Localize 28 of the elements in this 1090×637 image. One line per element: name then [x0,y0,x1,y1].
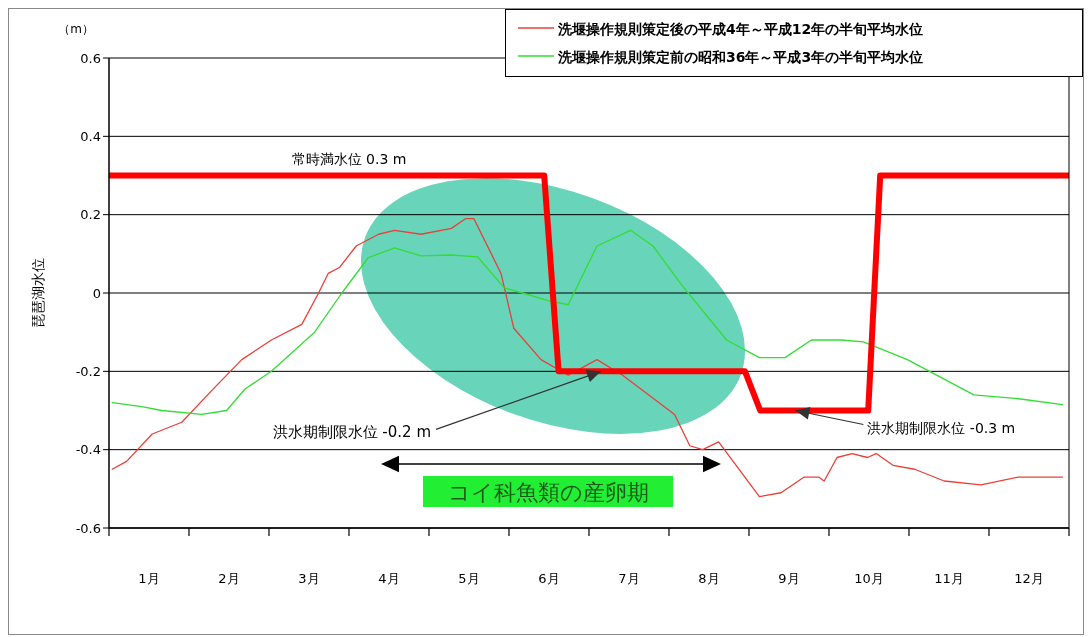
annotation: 洪水期制限水位 -0.3 m [867,419,1016,436]
legend-label: 洗堰操作規則策定前の昭和36年～平成3年の半旬平均水位 [558,48,925,67]
x-tick-label: 11月 [934,571,964,586]
x-tick-label: 10月 [854,571,884,586]
y-tick-label: 0.2 [80,207,101,223]
x-tick-label: 3月 [298,571,320,586]
legend-label: 洗堰操作規則策定後の平成4年～平成12年の半旬平均水位 [558,20,925,39]
y-axis-title: 琵琶湖水位 [30,258,46,328]
x-tick-label: 7月 [618,571,640,586]
y-tick-label: 0.4 [80,128,101,144]
text: （m） [58,22,94,36]
annotation: コイ科魚類の産卵期 [447,480,649,505]
y-tick-label: -0.4 [75,442,101,458]
y-tick-label: 0 [92,285,101,301]
x-tick-label: 6月 [538,571,560,586]
x-tick-label: 4月 [378,571,400,586]
x-tick-label: 1月 [138,571,160,586]
x-tick-label: 2月 [218,571,240,586]
x-tick-label: 9月 [778,571,800,586]
annotation: 常時満水位 0.3 m [291,150,407,167]
y-tick-label: -0.6 [75,520,101,536]
x-tick-label: 8月 [698,571,720,586]
annotation: 洪水期制限水位 -0.2 m [272,423,431,442]
y-tick-label: -0.2 [75,363,101,379]
y-tick-label: 0.6 [80,50,101,66]
x-tick-label: 5月 [458,571,480,586]
line-series [111,229,1064,416]
x-tick-label: 12月 [1014,571,1044,586]
